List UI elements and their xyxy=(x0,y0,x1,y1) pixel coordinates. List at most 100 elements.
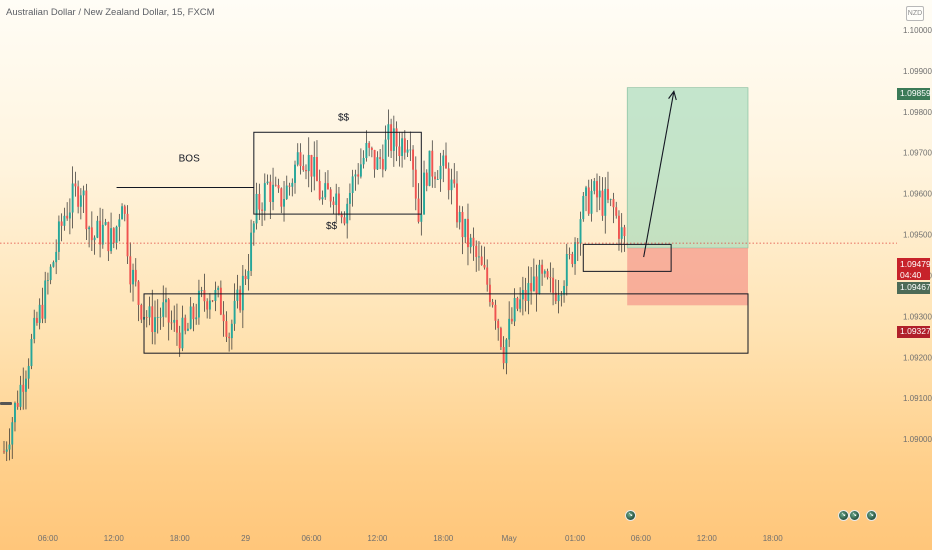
news-event-icon[interactable]: ↘ xyxy=(866,510,877,521)
time-tick-label: 12:00 xyxy=(367,534,388,543)
news-event-icon[interactable]: ↘ xyxy=(849,510,860,521)
liquidity-label-bottom: $$ xyxy=(326,221,338,232)
candle-body xyxy=(90,227,93,241)
time-tick-label: 06:00 xyxy=(631,534,652,543)
candle-body xyxy=(395,128,398,147)
candle-body xyxy=(428,150,431,186)
candle-body xyxy=(27,366,30,379)
candle-body xyxy=(412,149,415,170)
candle-body xyxy=(11,422,14,445)
candle-body xyxy=(370,147,373,150)
candle-body xyxy=(233,300,236,324)
time-tick-label: 18:00 xyxy=(170,534,191,543)
candle-body xyxy=(126,213,129,257)
candle-body xyxy=(255,193,258,224)
candle-body xyxy=(101,224,104,245)
candle-body xyxy=(5,449,8,452)
candle-body xyxy=(195,317,198,320)
candle-body xyxy=(16,402,19,407)
candle-body xyxy=(560,294,563,296)
candle-body xyxy=(189,306,192,329)
candle-body xyxy=(299,152,302,167)
candle-body xyxy=(431,150,434,177)
price-tick-label: 1.09800 xyxy=(903,108,932,117)
candle-body xyxy=(348,192,351,204)
target-price-tag: 1.09859 xyxy=(897,88,931,100)
candle-body xyxy=(285,185,288,199)
candle-body xyxy=(156,316,159,318)
price-tick-label: 1.09500 xyxy=(903,231,932,240)
candle-body xyxy=(423,172,426,215)
candle-body xyxy=(272,184,275,203)
candle-body xyxy=(217,287,220,290)
candle-body xyxy=(434,176,436,180)
candle-body xyxy=(458,211,461,223)
candle-body xyxy=(263,183,266,211)
time-axis[interactable]: 06:00 12:00 18:00 29 06:00 12:00 18:00 May 01:00… xyxy=(38,534,783,543)
candle-body xyxy=(277,185,280,189)
candle-body xyxy=(513,298,516,322)
candle-body xyxy=(14,402,16,423)
candle-body xyxy=(140,304,143,320)
candle-body xyxy=(321,197,324,200)
candle-body xyxy=(574,242,577,264)
candle-body xyxy=(527,283,530,301)
candle-body xyxy=(33,317,36,340)
candle-body xyxy=(200,290,203,291)
symbol-title: Australian Dollar / New Zealand Dollar, … xyxy=(6,7,215,18)
candle-body xyxy=(337,193,340,215)
time-tick-label: 18:00 xyxy=(763,534,784,543)
candle-body xyxy=(604,188,607,216)
candle-body xyxy=(568,254,571,255)
candle-body xyxy=(464,218,467,238)
candle-body xyxy=(305,169,307,172)
candle-body xyxy=(258,193,261,210)
candle-body xyxy=(324,183,327,198)
candle-body xyxy=(477,256,480,258)
candle-body xyxy=(362,157,365,165)
candle-body xyxy=(214,289,217,301)
candle-body xyxy=(403,138,406,153)
candle-body xyxy=(230,323,233,339)
candle-body xyxy=(516,298,519,309)
candle-body xyxy=(620,227,623,239)
candle-body xyxy=(165,299,167,303)
entry-price-tag: 1.09467 xyxy=(897,282,931,294)
candle-body xyxy=(401,138,404,157)
bar-countdown: 04:40 xyxy=(900,269,922,280)
candle-body xyxy=(494,304,497,321)
candle-body xyxy=(52,262,55,267)
candle-body xyxy=(173,319,176,323)
candle-body xyxy=(184,317,187,331)
candle-body xyxy=(488,284,491,302)
candle-body xyxy=(417,198,420,222)
projection-arrow xyxy=(643,91,675,258)
candle-body xyxy=(19,384,22,407)
candle-body xyxy=(236,289,239,301)
currency-badge[interactable]: NZD xyxy=(906,6,924,21)
time-tick-label: 06:00 xyxy=(38,534,59,543)
price-tick-label: 1.09000 xyxy=(903,435,932,444)
news-event-icon[interactable]: ↘ xyxy=(838,510,849,521)
candle-body xyxy=(3,451,5,453)
candle-body xyxy=(134,269,137,282)
candle-body xyxy=(241,275,244,311)
candle-body xyxy=(44,280,47,319)
candle-body xyxy=(74,183,77,187)
candle-body xyxy=(497,320,500,329)
candle-body xyxy=(505,339,508,364)
candle-body xyxy=(335,193,338,205)
news-event-icon[interactable]: ↘ xyxy=(625,510,636,521)
candle-body xyxy=(486,267,489,285)
candle-body xyxy=(365,142,368,158)
drawing-handle-icon[interactable] xyxy=(0,402,12,405)
candle-body xyxy=(288,185,291,187)
price-tick-label: 1.09900 xyxy=(903,67,932,76)
candle-body xyxy=(354,174,357,177)
candle-body xyxy=(79,195,82,207)
candle-body xyxy=(392,128,395,151)
candle-body xyxy=(359,164,362,177)
candle-body xyxy=(211,300,214,302)
